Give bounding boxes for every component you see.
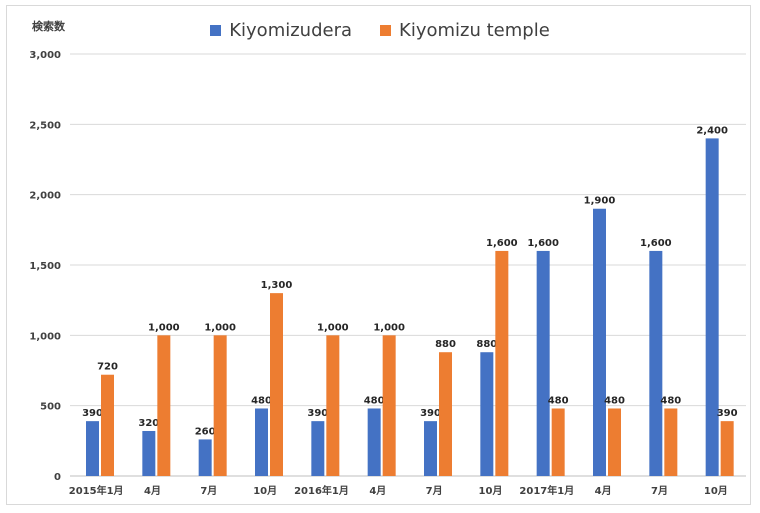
x-tick-label: 2017年1月 — [519, 484, 574, 497]
bar-kiyomizu-temple — [101, 374, 114, 476]
bar-kiyomizu-temple — [439, 352, 452, 476]
data-label: 720 — [97, 362, 118, 373]
bar-kiyomizu-temple — [157, 335, 171, 476]
bar-kiyomizudera — [255, 408, 268, 476]
data-label: 1,600 — [527, 238, 559, 249]
data-label: 1,000 — [317, 322, 349, 333]
data-label: 390 — [307, 408, 328, 419]
bar-kiyomizudera — [86, 421, 99, 476]
x-tick-label: 7月 — [200, 485, 217, 497]
bar-kiyomizudera — [705, 138, 719, 476]
bar-kiyomizudera — [480, 352, 494, 476]
bar-kiyomizudera — [367, 408, 381, 476]
data-label: 480 — [364, 395, 385, 406]
data-label: 880 — [435, 339, 456, 350]
data-label: 320 — [138, 418, 159, 429]
data-label: 480 — [548, 395, 569, 406]
y-tick-label: 2,500 — [29, 120, 61, 131]
bar-kiyomizu-temple — [495, 250, 509, 476]
data-label: 390 — [82, 408, 103, 419]
bar-kiyomizu-temple — [382, 335, 396, 476]
legend-label-kiyomizudera: Kiyomizudera — [229, 20, 353, 41]
data-label: 480 — [251, 395, 272, 406]
y-tick-label: 1,000 — [29, 331, 61, 342]
y-tick-label: 0 — [54, 472, 61, 483]
data-label: 1,900 — [584, 196, 616, 207]
data-label: 390 — [717, 408, 738, 419]
x-tick-label: 2016年1月 — [294, 484, 349, 497]
x-tick-label: 10月 — [704, 485, 728, 497]
bar-kiyomizu-temple — [664, 408, 678, 476]
legend-swatch-kiyomizu-temple — [380, 25, 392, 36]
data-label: 880 — [476, 339, 497, 350]
data-label: 1,300 — [261, 280, 293, 291]
data-label: 390 — [420, 408, 441, 419]
x-tick-label: 7月 — [651, 485, 668, 497]
data-label: 1,000 — [148, 322, 180, 333]
x-tick-label: 10月 — [253, 485, 277, 497]
y-axis-title: 検索数 — [32, 20, 65, 33]
legend-swatch-kiyomizudera — [210, 25, 222, 36]
bar-kiyomizu-temple — [608, 408, 621, 476]
x-tick-label: 10月 — [479, 485, 503, 497]
legend-item-kiyomizu-temple: Kiyomizu temple — [380, 20, 550, 41]
y-tick-label: 500 — [40, 402, 61, 413]
bar-kiyomizudera — [536, 250, 550, 476]
y-tick-label: 2,000 — [29, 191, 61, 202]
data-label: 1,000 — [204, 322, 236, 333]
bar-kiyomizudera — [198, 439, 212, 476]
x-tick-label: 2015年1月 — [69, 484, 124, 497]
x-tick-label: 7月 — [426, 485, 443, 497]
data-label: 260 — [195, 426, 216, 437]
data-label: 480 — [604, 395, 625, 406]
y-tick-label: 1,500 — [29, 261, 61, 272]
y-tick-label: 3,000 — [29, 50, 61, 61]
bar-kiyomizudera — [311, 421, 325, 476]
bar-kiyomizu-temple — [326, 335, 340, 476]
x-tick-label: 4月 — [595, 485, 612, 497]
bar-kiyomizu-temple — [270, 293, 283, 476]
bar-kiyomizudera — [424, 421, 437, 476]
legend: Kiyomizudera Kiyomizu temple — [0, 20, 760, 41]
bar-kiyomizudera — [649, 250, 663, 476]
x-tick-label: 4月 — [369, 485, 386, 497]
bar-kiyomizu-temple — [213, 335, 227, 476]
bar-kiyomizudera — [142, 430, 156, 476]
bar-kiyomizudera — [593, 208, 606, 476]
x-tick-label: 4月 — [144, 485, 161, 497]
legend-item-kiyomizudera: Kiyomizudera — [210, 20, 352, 41]
bar-kiyomizu-temple — [551, 408, 565, 476]
data-label: 1,000 — [373, 322, 405, 333]
data-label: 1,600 — [640, 238, 672, 249]
bar-kiyomizu-temple — [720, 421, 734, 476]
legend-label-kiyomizu-temple: Kiyomizu temple — [399, 20, 550, 41]
data-label: 2,400 — [696, 125, 728, 136]
data-label: 480 — [660, 395, 681, 406]
data-label: 1,600 — [486, 238, 518, 249]
